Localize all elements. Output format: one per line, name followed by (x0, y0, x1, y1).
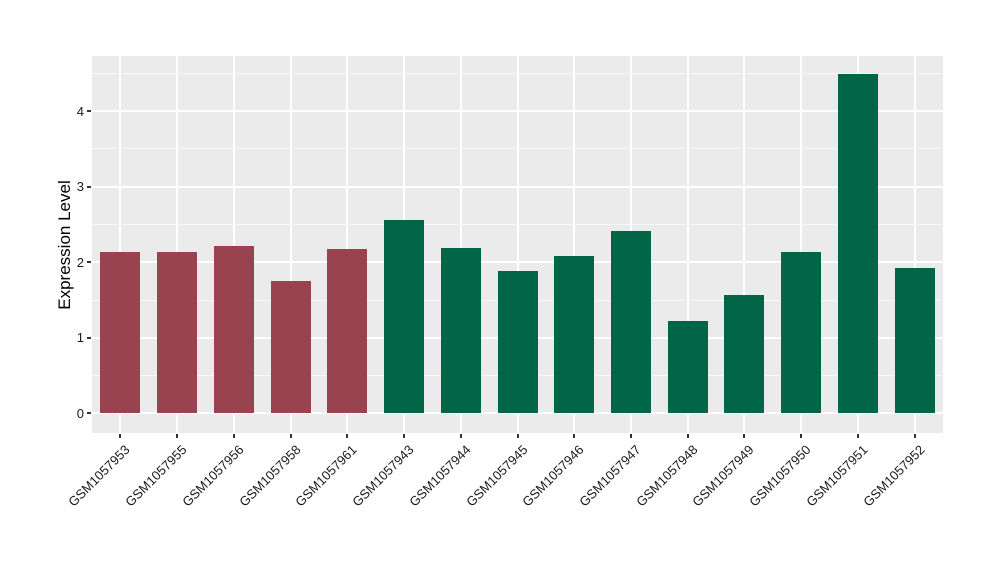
bar-GSM1057949 (724, 294, 765, 414)
y-axis-tick (87, 412, 91, 415)
x-gridline (743, 56, 746, 433)
bar-GSM1057952 (894, 267, 935, 414)
bar-GSM1057948 (667, 321, 708, 414)
x-axis-tick (516, 434, 519, 438)
x-axis-tick (119, 434, 122, 438)
bar-GSM1057945 (497, 271, 538, 414)
bar-GSM1057958 (270, 281, 311, 414)
bar-GSM1057961 (327, 249, 368, 414)
x-tick-label: GSM1057956 (179, 442, 247, 510)
x-axis-tick (459, 434, 462, 438)
x-gridline (289, 56, 292, 433)
x-axis-tick (573, 434, 576, 438)
x-tick-label: GSM1057948 (632, 442, 701, 510)
x-tick-label: GSM1057958 (235, 442, 304, 510)
x-axis-tick (289, 434, 292, 438)
x-tick-label: GSM1057951 (803, 442, 871, 510)
bar-GSM1057953 (100, 251, 141, 414)
x-tick-label: GSM1057953 (65, 442, 133, 510)
x-tick-label: GSM1057950 (746, 442, 814, 510)
x-gridline (176, 56, 179, 433)
bar-GSM1057950 (781, 251, 822, 414)
y-axis-tick (87, 261, 91, 264)
x-gridline (913, 56, 916, 433)
x-tick-label: GSM1057961 (292, 442, 360, 510)
y-axis-title: Expression Level (55, 180, 74, 310)
y-axis-tick (87, 110, 91, 113)
x-axis-tick (800, 434, 803, 438)
x-gridline (686, 56, 689, 433)
y-tick-label: 0 (76, 405, 84, 421)
y-axis-tick (87, 185, 91, 188)
y-tick-label: 4 (76, 103, 84, 119)
x-gridline (573, 56, 576, 433)
y-tick-label: 2 (76, 254, 84, 270)
bar-GSM1057955 (157, 251, 198, 414)
x-gridline (800, 56, 803, 433)
plot-panel (92, 56, 943, 433)
x-axis-tick (913, 434, 916, 438)
x-tick-label: GSM1057945 (462, 442, 531, 510)
bar-GSM1057956 (213, 246, 254, 414)
x-axis-tick (403, 434, 406, 438)
y-axis-tick (87, 336, 91, 339)
bar-GSM1057951 (837, 74, 878, 414)
y-tick-label: 3 (76, 179, 84, 195)
y-tick-label: 1 (76, 330, 84, 346)
x-axis-tick (232, 434, 235, 438)
x-axis-tick (743, 434, 746, 438)
x-axis-tick (856, 434, 859, 438)
x-tick-label: GSM1057946 (519, 442, 587, 510)
x-tick-label: GSM1057944 (406, 442, 474, 510)
bar-GSM1057944 (440, 247, 481, 414)
x-axis-tick (176, 434, 179, 438)
x-tick-label: GSM1057943 (349, 442, 417, 510)
x-tick-label: GSM1057947 (576, 442, 644, 510)
bar-GSM1057946 (554, 256, 595, 414)
x-gridline (516, 56, 519, 433)
x-gridline (232, 56, 235, 433)
x-gridline (119, 56, 122, 433)
bar-GSM1057947 (610, 231, 651, 414)
x-axis-tick (629, 434, 632, 438)
x-tick-label: GSM1057955 (122, 442, 190, 510)
x-axis-tick (346, 434, 349, 438)
bar-GSM1057943 (384, 219, 425, 414)
x-tick-label: GSM1057949 (689, 442, 758, 510)
x-tick-label: GSM1057952 (859, 442, 928, 510)
x-gridline (346, 56, 349, 433)
x-axis-tick (686, 434, 689, 438)
x-gridline (459, 56, 462, 433)
